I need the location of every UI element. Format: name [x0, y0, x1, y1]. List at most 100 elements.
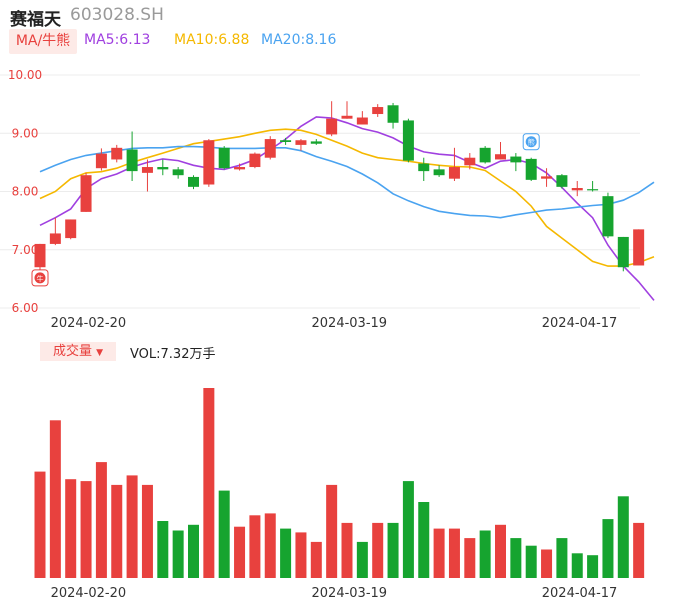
- candle: [49, 217, 61, 246]
- candle: [188, 175, 199, 190]
- candle-body: [387, 105, 399, 123]
- candle-body: [464, 157, 476, 166]
- candle: [111, 144, 123, 163]
- candle-body: [587, 189, 599, 191]
- candle: [95, 148, 107, 171]
- candle: [402, 118, 414, 163]
- volume-bar: [218, 490, 230, 578]
- volume-bar: [556, 538, 568, 578]
- candle-body: [126, 149, 138, 172]
- price-chart[interactable]: 10.00 9.00 8.00 7.00 6.00 2024-02-20 2024-03-1…: [0, 60, 686, 335]
- volume-bar: [418, 502, 430, 578]
- candle-body: [95, 153, 107, 169]
- volume-bar: [617, 496, 629, 578]
- candle-body: [602, 196, 614, 237]
- ma5-legend: MA5:6.13: [84, 32, 151, 48]
- candle: [510, 153, 522, 172]
- candle-body: [65, 219, 77, 239]
- x-tick-label: 2024-02-20: [51, 586, 127, 601]
- volume-bar: [49, 420, 61, 578]
- candle: [264, 136, 276, 160]
- candle: [310, 139, 322, 145]
- candle-body: [34, 243, 46, 268]
- x-tick-label: 2024-04-17: [542, 316, 618, 331]
- candle: [234, 163, 246, 171]
- candle: [218, 146, 230, 170]
- volume-bar: [464, 538, 476, 578]
- candle-body: [525, 158, 537, 180]
- volume-bar: [111, 484, 123, 578]
- candle: [203, 139, 215, 187]
- ma-indicator-tab[interactable]: MA/牛熊: [9, 29, 77, 54]
- x-tick-label: 2024-03-19: [312, 316, 388, 331]
- volume-bar: [510, 538, 522, 578]
- marker-label: 熊: [528, 138, 535, 147]
- x-tick-label: 2024-04-17: [542, 586, 618, 601]
- volume-bar: [341, 522, 353, 578]
- volume-bar: [372, 522, 384, 578]
- volume-bar: [479, 530, 491, 578]
- candle: [80, 172, 92, 212]
- volume-bar: [264, 513, 276, 578]
- volume-bar: [280, 528, 292, 578]
- candle-body: [418, 163, 430, 172]
- candle: [433, 165, 445, 177]
- candle-body: [249, 153, 261, 168]
- volume-tab-label: 成交量: [52, 344, 92, 359]
- candle: [249, 152, 261, 169]
- candle: [479, 146, 491, 164]
- candle: [326, 101, 338, 137]
- candle-body: [234, 167, 246, 170]
- candle-body: [264, 139, 276, 158]
- volume-bar: [234, 526, 246, 578]
- candle: [295, 139, 307, 151]
- candle: [157, 159, 169, 176]
- volume-bar: [633, 522, 645, 578]
- volume-bar: [80, 481, 92, 578]
- y-tick-label: 6.00: [12, 301, 39, 315]
- candle: [556, 174, 568, 189]
- candle: [464, 153, 476, 170]
- volume-bar: [587, 555, 599, 578]
- marker-label: 牛: [37, 274, 44, 283]
- candle-body: [310, 141, 322, 144]
- candle-body: [172, 169, 184, 176]
- volume-bar: [495, 524, 506, 578]
- y-tick-label: 8.00: [12, 185, 39, 199]
- volume-bar: [295, 532, 307, 578]
- volume-bar: [387, 522, 399, 578]
- candle-body: [188, 176, 199, 187]
- x-tick-label: 2024-03-19: [312, 586, 388, 601]
- volume-bar: [326, 484, 338, 578]
- stock-code: 603028.SH: [70, 5, 164, 25]
- volume-bar: [249, 515, 261, 578]
- candle: [541, 168, 553, 187]
- candle-body: [541, 176, 553, 179]
- candle-body: [571, 188, 583, 191]
- candle: [587, 181, 599, 192]
- volume-bar: [126, 475, 138, 578]
- candle-body: [218, 147, 230, 169]
- candle-body: [617, 236, 629, 268]
- candle: [126, 131, 138, 182]
- candle-body: [203, 140, 215, 185]
- marker-dot: [34, 272, 46, 284]
- volume-bar: [141, 484, 153, 578]
- candle: [418, 157, 430, 182]
- y-tick-label: 9.00: [12, 126, 39, 140]
- candle-body: [556, 175, 568, 187]
- candle-body: [372, 107, 384, 115]
- candle: [633, 229, 645, 266]
- bear-marker: 熊: [522, 133, 540, 151]
- volume-chart[interactable]: 2024-02-20 2024-03-19 2024-04-17: [0, 380, 686, 606]
- candle-body: [280, 140, 292, 142]
- volume-bar: [602, 519, 614, 578]
- candle-body: [141, 167, 153, 173]
- candle-body: [341, 115, 353, 119]
- x-tick-label: 2024-02-20: [51, 316, 127, 331]
- volume-bar: [356, 541, 368, 578]
- ma20-legend: MA20:8.16: [261, 32, 337, 48]
- volume-indicator-tab[interactable]: 成交量 ▼: [40, 342, 116, 361]
- volume-bar: [541, 549, 553, 578]
- candle: [525, 157, 537, 182]
